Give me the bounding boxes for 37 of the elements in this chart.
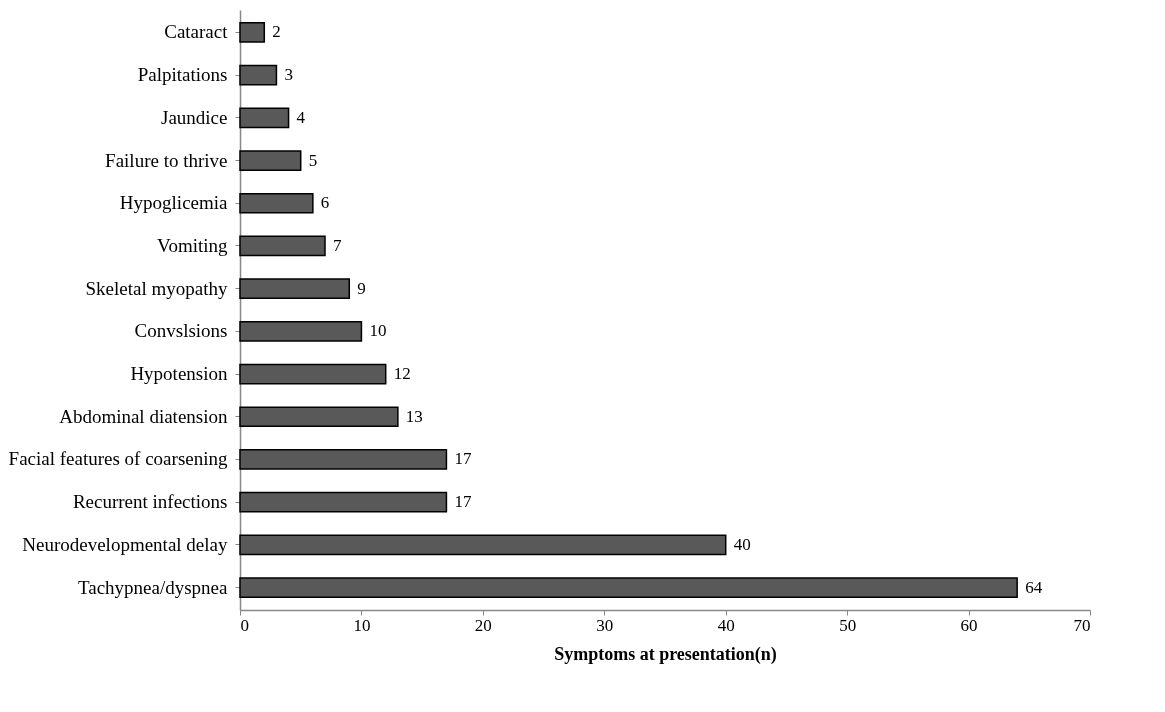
x-tick-label: 50 bbox=[839, 615, 857, 635]
y-tick-label: Convslsions bbox=[134, 320, 228, 342]
y-tick-label: Abdominal diatension bbox=[59, 405, 228, 427]
x-tick-label: 60 bbox=[960, 615, 978, 635]
x-tick-label: 30 bbox=[596, 615, 614, 635]
y-tick-label: Failure to thrive bbox=[105, 149, 228, 171]
data-label: 64 bbox=[1025, 577, 1043, 597]
x-tick-label: 0 bbox=[240, 615, 249, 635]
y-tick-label: Skeletal myopathy bbox=[85, 277, 228, 299]
y-tick-label: Hypoglicemia bbox=[119, 192, 229, 214]
data-label: 5 bbox=[308, 150, 318, 170]
x-tick-label: 40 bbox=[717, 615, 735, 635]
y-tick-label: Palpitations bbox=[137, 64, 228, 86]
data-label: 4 bbox=[296, 107, 306, 127]
y-tick-label: Neurodevelopmental delay bbox=[22, 533, 228, 555]
data-label: 9 bbox=[357, 278, 366, 298]
data-label: 10 bbox=[369, 321, 387, 341]
x-tick-label: 10 bbox=[353, 615, 371, 635]
data-label: 6 bbox=[320, 193, 330, 213]
data-label: 12 bbox=[393, 364, 411, 384]
data-label: 13 bbox=[405, 406, 423, 426]
data-label: 40 bbox=[733, 534, 751, 554]
y-tick-label: Recurrent infections bbox=[72, 491, 228, 513]
data-label: 7 bbox=[333, 235, 342, 255]
y-tick-label: Jaundice bbox=[161, 106, 228, 128]
y-tick-label: Hypotension bbox=[130, 363, 228, 385]
y-tick-label: Tachypnea/dyspnea bbox=[77, 576, 229, 598]
x-axis-title: Symptoms at presentation(n) bbox=[554, 643, 777, 665]
y-tick-label: Vomiting bbox=[157, 234, 228, 256]
x-tick-label: 70 bbox=[1073, 615, 1091, 635]
x-tick-label: 20 bbox=[474, 615, 492, 635]
data-label: 17 bbox=[454, 492, 472, 512]
y-tick-label: Facial features of coarsening bbox=[8, 448, 228, 470]
y-tick-label: Cataract bbox=[164, 21, 229, 43]
data-label: 3 bbox=[284, 65, 293, 85]
data-label: 2 bbox=[272, 22, 281, 42]
data-label: 17 bbox=[454, 449, 472, 469]
